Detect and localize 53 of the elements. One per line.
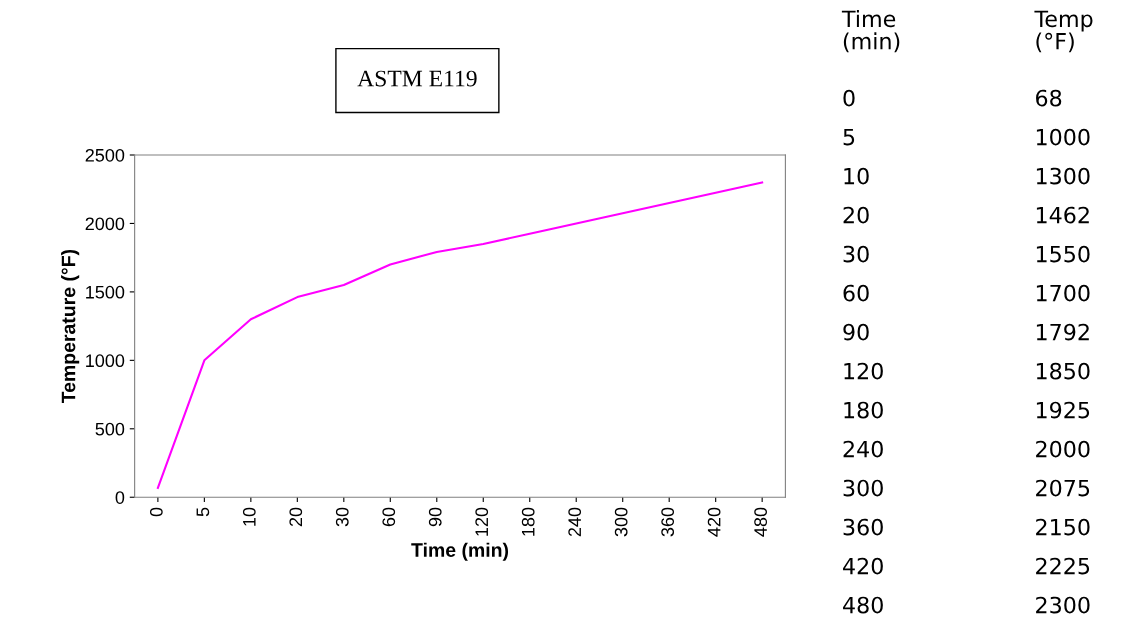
text: 0 xyxy=(843,89,855,107)
text: 180 xyxy=(844,401,883,419)
x-tick-label: 30 xyxy=(335,507,349,527)
text: 2000 xyxy=(1036,440,1090,458)
text: 68 xyxy=(1036,89,1062,107)
text: 60 xyxy=(843,284,869,302)
x-tick-label: 5 xyxy=(196,507,210,517)
x-tick-label: 480 xyxy=(754,507,768,537)
y-tick-label: 1500 xyxy=(86,285,125,299)
text: Time (min) xyxy=(841,10,900,53)
y-axis-title: Temperature (°F) xyxy=(61,249,80,404)
text: 480 xyxy=(843,596,883,614)
text: Temp (°F) xyxy=(1034,10,1093,53)
x-tick-label: 10 xyxy=(242,507,256,526)
x-tick-label: 240 xyxy=(568,507,582,537)
x-tick-label: 420 xyxy=(707,507,721,537)
text: 2300 xyxy=(1036,596,1090,614)
y-tick-label: 0 xyxy=(115,491,125,504)
x-tick-label: 20 xyxy=(289,507,303,527)
line-series xyxy=(156,181,764,489)
text: 1000 xyxy=(1036,128,1090,146)
x-tick-label: 180 xyxy=(521,507,535,536)
text: 300 xyxy=(843,479,883,497)
text: 420 xyxy=(843,557,883,575)
text: 240 xyxy=(843,440,883,458)
text: 5 xyxy=(843,128,855,146)
x-tick-label: 360 xyxy=(661,507,675,537)
y-tick-label: 2500 xyxy=(85,148,125,162)
x-tick-label: 60 xyxy=(382,507,396,527)
text: 1300 xyxy=(1036,167,1090,185)
text: 1792 xyxy=(1036,323,1089,341)
x-tick-label: 90 xyxy=(428,507,442,527)
text: 1850 xyxy=(1036,362,1090,380)
text: 1700 xyxy=(1036,284,1090,302)
text: 120 xyxy=(844,362,883,380)
chart-title: ASTM E119 xyxy=(357,70,477,87)
text: 1925 xyxy=(1036,401,1090,419)
y-tick-label: 1000 xyxy=(86,354,125,368)
x-tick-label: 300 xyxy=(614,507,628,537)
y-tick-label: 500 xyxy=(95,422,125,436)
text: 2075 xyxy=(1036,479,1090,497)
x-axis-title: Time (min) xyxy=(411,542,509,561)
x-tick-label: 0 xyxy=(149,507,163,517)
text: 2225 xyxy=(1036,557,1090,575)
x-tick-label: 120 xyxy=(475,507,489,536)
text: 90 xyxy=(843,323,869,341)
y-tick-label: 2000 xyxy=(85,217,125,231)
text: 30 xyxy=(843,245,869,263)
text: 2150 xyxy=(1036,518,1090,536)
text: 10 xyxy=(844,167,869,185)
text: 20 xyxy=(843,206,869,224)
text: 1550 xyxy=(1036,245,1090,263)
text: 1462 xyxy=(1036,206,1089,224)
